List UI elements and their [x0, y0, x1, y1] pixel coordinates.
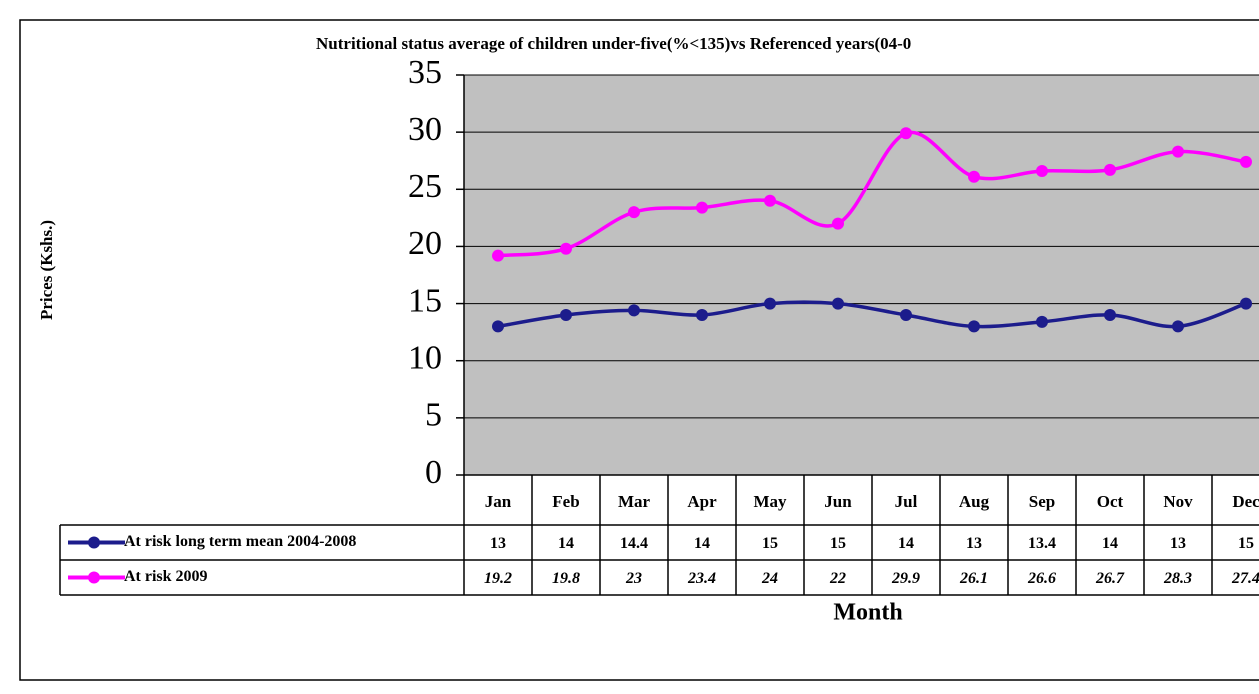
data-label: 26.1 — [959, 570, 988, 587]
data-point — [696, 201, 708, 214]
y-tick-label: 15 — [408, 282, 442, 319]
data-point — [764, 297, 776, 310]
legend-marker — [88, 571, 100, 584]
data-point — [696, 309, 708, 321]
legend-marker — [88, 536, 100, 549]
data-point — [1036, 165, 1048, 177]
y-tick-label: 10 — [408, 340, 442, 377]
data-point — [900, 127, 912, 140]
data-label: 13 — [966, 535, 982, 552]
data-label: 26.7 — [1095, 570, 1125, 587]
data-point — [1240, 297, 1252, 310]
data-label: 14 — [558, 535, 574, 552]
data-point — [1172, 320, 1184, 333]
x-tick-label: Jan — [485, 492, 512, 511]
data-label: 13 — [490, 535, 506, 552]
data-label: 28.3 — [1163, 570, 1192, 587]
x-axis-label: Month — [833, 600, 902, 626]
x-tick-label: Dec — [1232, 492, 1259, 511]
data-label: 23.4 — [687, 570, 716, 587]
y-tick-label: 5 — [425, 397, 442, 434]
x-tick-label: Aug — [959, 492, 990, 511]
data-point — [492, 320, 504, 333]
data-label: 24 — [761, 570, 778, 587]
data-label: 27.4 — [1231, 570, 1259, 587]
chart-title: Nutritional status average of children u… — [316, 34, 911, 53]
data-label: 14 — [1102, 535, 1118, 552]
data-point — [560, 242, 572, 255]
data-point — [1240, 155, 1252, 168]
data-label: 19.8 — [552, 570, 580, 587]
x-tick-label: Sep — [1029, 492, 1055, 511]
data-label: 14 — [898, 535, 914, 552]
x-tick-label: Jun — [824, 492, 852, 511]
plot-area — [464, 75, 1259, 475]
data-point — [1036, 315, 1048, 328]
data-label: 15 — [762, 535, 778, 552]
legend-label: At risk long term mean 2004-2008 — [124, 533, 356, 550]
data-point — [832, 217, 844, 230]
y-tick-label: 0 — [425, 454, 442, 491]
data-label: 14 — [694, 535, 710, 552]
data-point — [968, 320, 980, 333]
data-point — [1104, 309, 1116, 321]
y-axis-label: Prices (Kshs.) — [37, 220, 56, 320]
data-point — [1172, 145, 1184, 158]
data-point — [1104, 163, 1116, 176]
y-tick-label: 20 — [408, 225, 442, 262]
x-tick-label: Jul — [895, 492, 918, 511]
legend-label: At risk 2009 — [124, 568, 208, 585]
data-label: 15 — [1238, 535, 1254, 552]
data-point — [628, 304, 640, 317]
x-tick-label: Feb — [552, 492, 579, 511]
data-label: 15 — [830, 535, 846, 552]
data-point — [764, 194, 776, 207]
y-tick-label: 30 — [408, 111, 442, 148]
data-point — [900, 309, 912, 321]
data-label: 14.4 — [620, 535, 648, 552]
data-label: 23 — [625, 570, 642, 587]
x-tick-label: Apr — [687, 492, 717, 511]
data-point — [560, 309, 572, 321]
data-point — [968, 170, 980, 183]
x-tick-label: May — [753, 492, 787, 511]
y-tick-label: 25 — [408, 168, 442, 205]
data-label: 13.4 — [1028, 535, 1056, 552]
data-label: 29.9 — [891, 570, 920, 587]
series-line — [497, 300, 1247, 329]
data-point — [832, 297, 844, 310]
x-tick-label: Mar — [618, 492, 651, 511]
x-tick-label: Nov — [1163, 492, 1193, 511]
data-point — [628, 206, 640, 219]
data-label: 22 — [829, 570, 846, 587]
data-label: 19.2 — [484, 570, 512, 587]
y-tick-label: 35 — [408, 54, 442, 91]
data-label: 13 — [1170, 535, 1186, 552]
x-tick-label: Oct — [1097, 492, 1124, 511]
data-label: 26.6 — [1027, 570, 1056, 587]
data-point — [492, 249, 504, 262]
